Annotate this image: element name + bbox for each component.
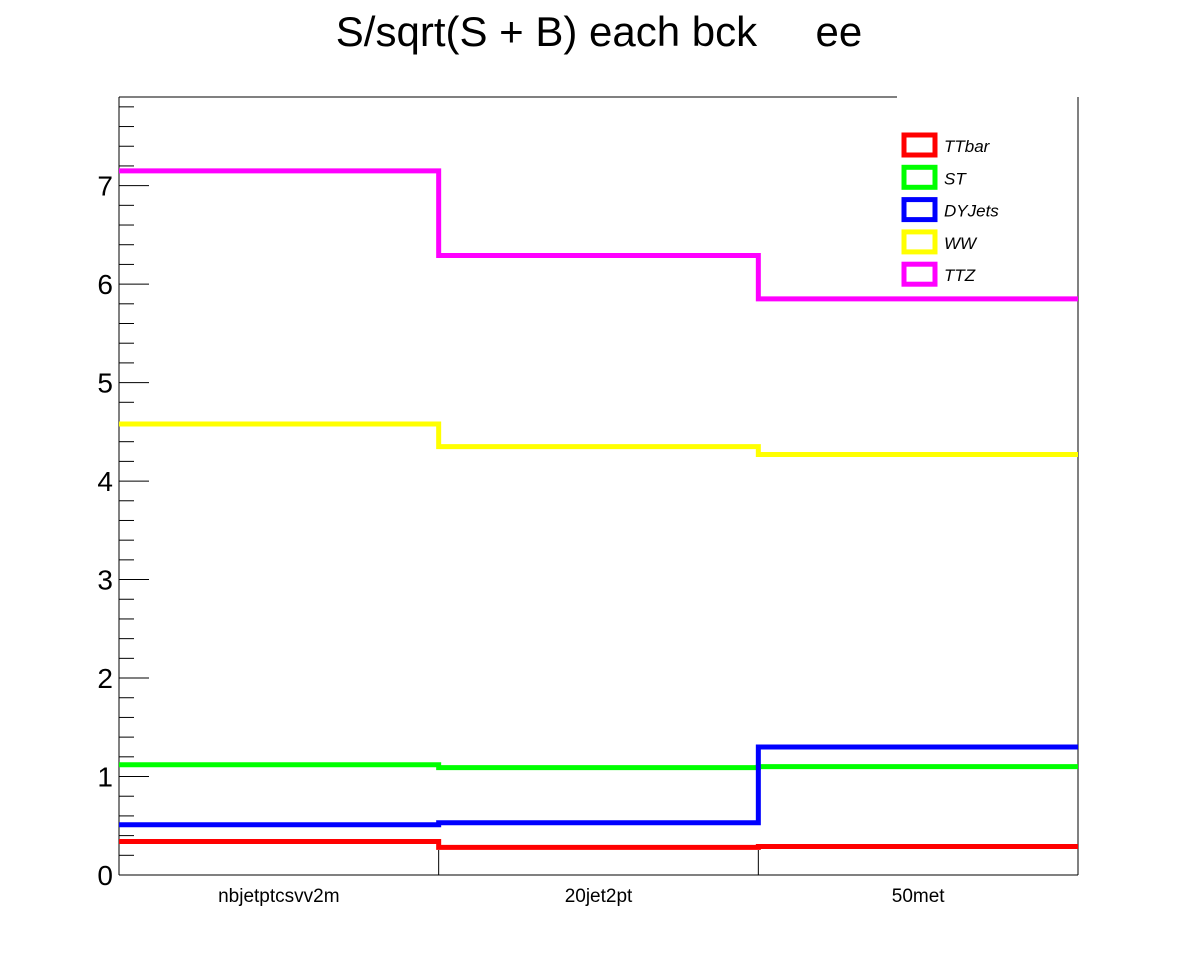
- legend-label-ww: WW: [944, 234, 978, 253]
- series-line-ww: [119, 421, 1078, 457]
- y-tick-label: 0: [97, 860, 113, 891]
- legend-swatch-st: [901, 164, 938, 190]
- legend-swatch-ww: [901, 229, 938, 255]
- series-line-st: [119, 762, 1078, 771]
- y-tick-label: 6: [97, 269, 113, 300]
- y-tick-label: 4: [97, 466, 113, 497]
- series-layer: [119, 168, 1078, 850]
- y-tick-label: 3: [97, 565, 113, 596]
- legend-label-st: ST: [944, 169, 967, 188]
- x-tick-label: nbjetptcsvv2m: [218, 886, 339, 907]
- legend: TTbar ST DYJets WW TTZ: [901, 132, 999, 287]
- legend-swatch-ttbar: [901, 132, 938, 158]
- y-tick-label: 7: [97, 171, 113, 202]
- legend-label-dyjets: DYJets: [944, 202, 999, 221]
- series-line-ttbar: [119, 839, 1078, 850]
- series-line-ttz: [119, 168, 1078, 302]
- legend-swatch-dyjets: [901, 197, 938, 223]
- axes-group: 0 1 2 3 4 5 6 7 nbjetptcsvv2m 20jet2pt 50met: [97, 96, 1079, 907]
- legend-label-ttbar: TTbar: [944, 137, 991, 156]
- y-tick-label: 1: [97, 762, 113, 793]
- legend-swatch-ttz: [901, 261, 938, 287]
- x-tick-label: 50met: [892, 886, 946, 907]
- chart-title: S/sqrt(S + B) each bck ee: [336, 8, 862, 55]
- legend-label-ttz: TTZ: [944, 266, 976, 285]
- y-tick-label: 2: [97, 663, 113, 694]
- series-line-dyjets: [119, 744, 1078, 828]
- x-tick-label: 20jet2pt: [565, 886, 633, 907]
- y-tick-label: 5: [97, 368, 113, 399]
